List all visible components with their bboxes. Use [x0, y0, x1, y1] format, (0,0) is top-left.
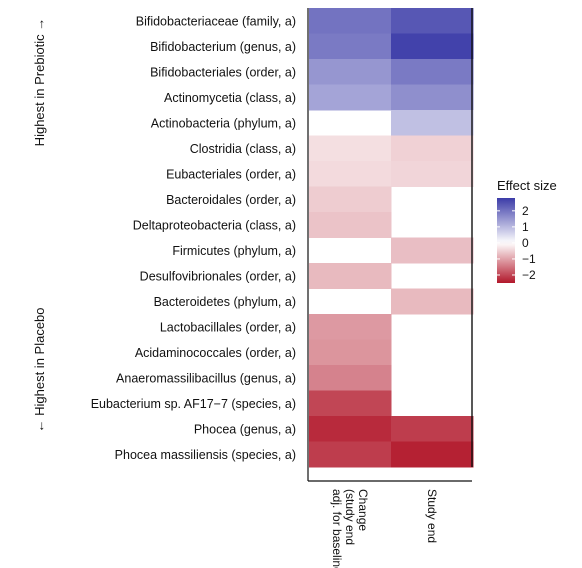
heatmap-cell	[391, 441, 474, 468]
column-label: Study end	[425, 489, 439, 543]
column-label: Change	[356, 489, 370, 531]
row-label: Deltaproteobacteria (class, a)	[133, 218, 296, 232]
heatmap-cell	[309, 135, 392, 162]
row-label: Bacteroidetes (phylum, a)	[154, 295, 296, 309]
row-label: Acidaminococcales (order, a)	[135, 346, 296, 360]
heatmap-cell	[391, 33, 474, 60]
legend-tick-label: 2	[522, 204, 529, 218]
row-label: Lactobacillales (order, a)	[160, 320, 296, 334]
heatmap-cell	[391, 135, 474, 162]
heatmap-cell	[309, 161, 392, 187]
row-label: Clostridia (class, a)	[190, 142, 296, 156]
legend-tick-label: −2	[522, 268, 536, 282]
row-label: Phocea (genus, a)	[194, 422, 296, 436]
legend-tick-label: 0	[522, 236, 529, 250]
axes	[307, 8, 473, 482]
heatmap-cell	[309, 84, 392, 111]
heatmap-cell	[309, 314, 392, 340]
row-labels: Bifidobacteriaceae (family, a) Bifidobact…	[91, 14, 296, 462]
heatmap-cell	[309, 416, 392, 442]
heatmap-cell	[391, 84, 474, 111]
heatmap-cell	[309, 390, 392, 417]
heatmap-cell	[309, 8, 392, 34]
row-label: Firmicutes (phylum, a)	[172, 244, 296, 258]
row-label: Bifidobacteriales (order, a)	[150, 65, 296, 79]
heatmap-cell	[309, 441, 392, 468]
row-label: Phocea massiliensis (species, a)	[115, 448, 296, 462]
side-label-placebo: ← Highest in Placebo	[32, 307, 47, 432]
heatmap-cell	[309, 263, 392, 289]
heatmap-cell	[309, 33, 392, 60]
legend-title: Effect size	[497, 178, 557, 193]
column-label: (study end	[343, 489, 357, 545]
row-label: Actinobacteria (phylum, a)	[151, 116, 296, 130]
heatmap-cell	[391, 237, 474, 264]
heatmap-cell	[391, 8, 474, 34]
row-label: Bifidobacteriaceae (family, a)	[136, 14, 296, 28]
legend-tick-label: 1	[522, 220, 529, 234]
heatmap-cell	[309, 59, 392, 85]
heatmap-cells	[309, 8, 474, 468]
legend-colorbar	[497, 198, 515, 283]
side-label-prebiotic: Highest in Prebiotic →	[32, 18, 47, 147]
row-label: Desulfovibrionales (order, a)	[140, 269, 296, 283]
heatmap-cell	[391, 59, 474, 85]
row-label: Eubacterium sp. AF17−7 (species, a)	[91, 397, 296, 411]
row-label: Eubacteriales (order, a)	[166, 167, 296, 181]
heatmap-cell	[391, 110, 474, 136]
row-label: Bacteroidales (order, a)	[166, 193, 296, 207]
column-label: adj. for baseline)	[330, 489, 344, 568]
heatmap-cell	[309, 365, 392, 391]
heatmap-cell	[391, 288, 474, 315]
legend: Effect size 2 1 0 −1 −2	[497, 178, 557, 283]
heatmap-cell	[309, 186, 392, 213]
heatmap-cell	[391, 161, 474, 187]
row-label: Bifidobacterium (genus, a)	[150, 40, 296, 54]
heatmap-cell	[309, 339, 392, 366]
row-label: Anaeromassilibacillus (genus, a)	[116, 371, 296, 385]
row-label: Actinomycetia (class, a)	[164, 91, 296, 105]
heatmap-cell	[391, 416, 474, 442]
legend-tick-label: −1	[522, 252, 536, 266]
heatmap-cell	[309, 212, 392, 238]
